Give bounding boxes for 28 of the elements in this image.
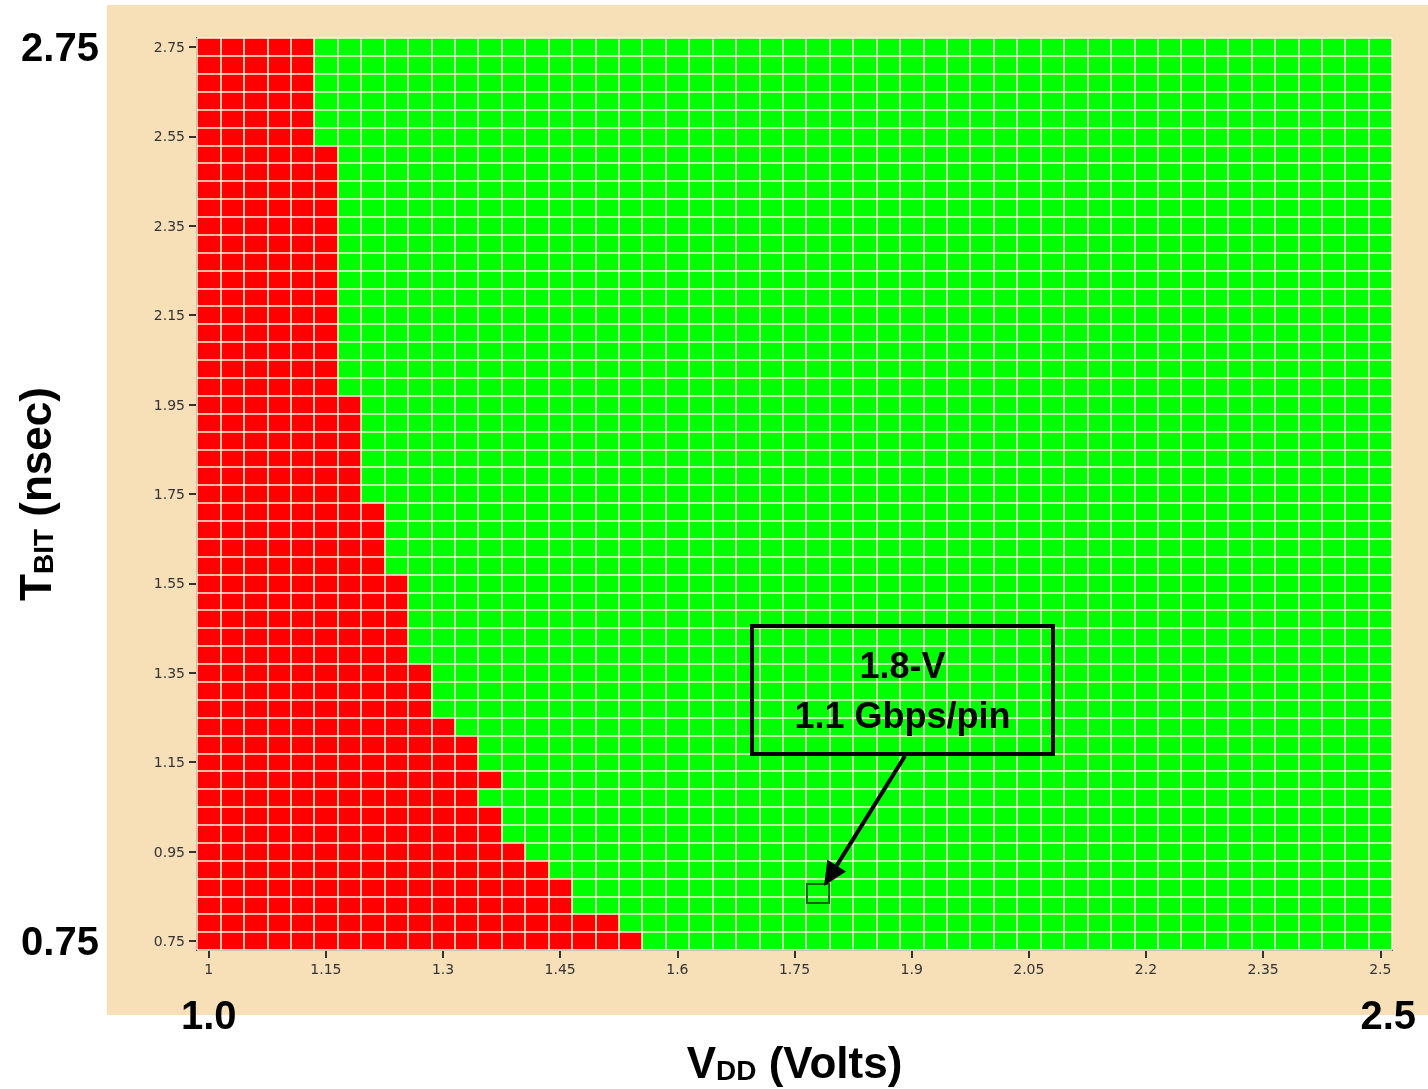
x-tick-label: 2.5 — [1369, 961, 1392, 977]
y-tick-label: 1.35 — [153, 664, 185, 681]
text: 2.75 — [21, 24, 99, 69]
y-tick-label: 2.15 — [153, 307, 185, 324]
x-tick-label: 1 — [204, 961, 214, 977]
text: 0.75 — [21, 919, 99, 964]
y-tick-label: 1.75 — [153, 486, 185, 502]
y-axis-title: TBIT (nsec) — [10, 387, 60, 601]
x-tick-label: 1.15 — [310, 961, 342, 977]
x-tick-label: 1.3 — [431, 961, 455, 977]
text: 2.5 — [1360, 993, 1417, 1037]
y-tick-label: 2.55 — [153, 128, 185, 145]
x-tick-label: 2.35 — [1247, 961, 1279, 977]
text: 1.0 — [180, 993, 237, 1037]
y-tick-label: 1.15 — [153, 754, 185, 771]
x-tick-label: 1.45 — [544, 961, 576, 977]
y-tick-label: 1.55 — [153, 575, 185, 592]
x-tick-label: 2.2 — [1134, 961, 1158, 977]
y-tick-label: 1.95 — [153, 396, 185, 413]
x-axis-title: VDD (Volts) — [686, 1037, 903, 1087]
y-tick-label: 0.95 — [153, 843, 185, 860]
y-tick-label: 0.75 — [153, 933, 185, 950]
y-tick-label: 2.35 — [153, 217, 185, 234]
y-tick-label: 2.75 — [153, 38, 185, 55]
x-tick-label: 2.05 — [1013, 961, 1045, 977]
x-tick-label: 1.75 — [778, 961, 811, 977]
x-tick-label: 1.9 — [900, 961, 923, 977]
x-tick-label: 1.6 — [666, 961, 689, 977]
